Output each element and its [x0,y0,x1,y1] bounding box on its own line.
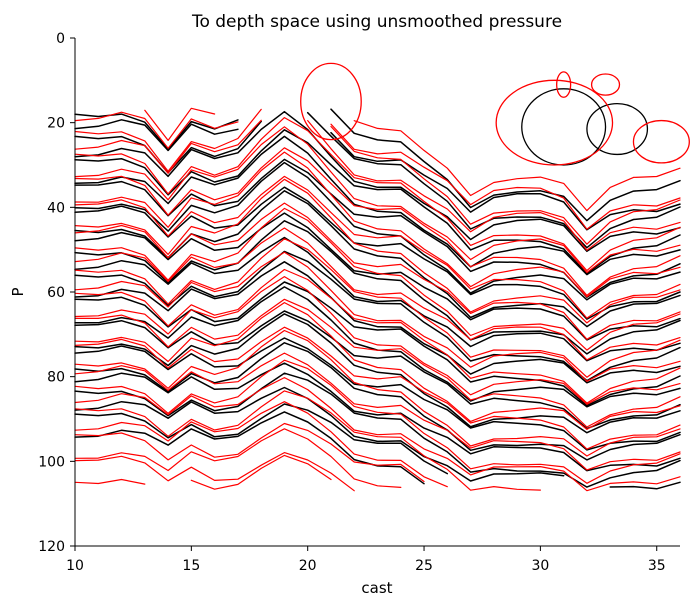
black-contour-line [74,119,681,231]
red-contour-line [74,401,448,488]
plot-area [74,62,690,492]
red-contour-line [74,175,681,319]
black-contour-line [74,362,681,472]
red-contour-line [74,422,425,483]
y-tick-label: 40 [47,200,65,216]
black-contour-line [74,386,681,490]
black-contour-line [74,212,681,341]
red-closed-contour [632,119,690,164]
black-contour-line [74,236,681,362]
red-contour-line [74,227,681,361]
red-contour-line [144,107,681,212]
black-contour-line [74,110,681,253]
y-tick-label: 100 [38,454,65,470]
red-closed-contour [590,73,621,96]
y-axis-label: P [9,287,27,296]
black-contour-line [74,281,681,407]
black-contour-line [74,342,681,461]
red-closed-contour [495,79,614,166]
y-ticks: 0 20 40 60 80 100 120 [38,31,75,555]
red-contour-line [74,428,402,488]
red-contour-line [74,178,681,324]
black-contour-line [74,337,681,451]
red-contour-line [74,454,332,490]
x-tick-label: 25 [415,558,433,574]
red-closed-contour [556,71,572,98]
red-closed-contour [300,62,362,141]
black-contour-line [74,411,425,485]
red-contour-line [74,238,681,378]
x-tick-label: 10 [66,558,84,574]
red-contour-line [74,202,681,340]
y-tick-label: 60 [47,285,65,301]
black-contour-line [74,129,681,275]
x-axis-label: cast [361,579,392,597]
red-contour-line [74,352,681,471]
black-contour-line [74,186,681,320]
red-contour-line [74,452,355,492]
x-tick-label: 20 [299,558,317,574]
red-contour-line [74,298,681,428]
red-contour-line [74,329,681,457]
chart-title: To depth space using unsmoothed pressure [191,12,562,32]
x-ticks: 10 15 20 25 30 35 [66,546,666,574]
x-tick-label: 35 [648,558,666,574]
red-contour-line [74,207,681,351]
red-contour-line [74,268,681,404]
red-contour-line [74,108,681,245]
red-contour-line [74,151,681,298]
black-contour-line [74,135,681,276]
x-tick-label: 30 [531,558,549,574]
black-contour-line [74,310,681,430]
red-contour-line [74,147,681,296]
black-closed-contour [586,102,649,156]
red-contour-line [74,111,681,230]
red-contour-line [74,117,681,272]
red-contour-line [74,119,681,251]
red-contour-line [74,377,681,492]
red-contour-line [74,126,681,274]
y-tick-label: 0 [56,31,65,47]
red-contour-line [74,302,681,430]
red-contour-line [74,359,681,484]
x-tick-label: 15 [182,558,200,574]
y-tick-label: 80 [47,370,65,386]
black-contour-line [74,261,681,384]
red-contour-line [74,251,681,382]
black-contour-line [74,161,681,301]
black-contour-line [74,220,681,355]
y-tick-label: 20 [47,116,65,132]
red-contour-line [74,326,681,450]
black-contour-line [74,108,681,222]
black-contour-line [74,313,681,434]
black-contour-line [74,372,681,488]
red-contour-line [74,276,681,405]
y-tick-label: 120 [38,539,65,555]
